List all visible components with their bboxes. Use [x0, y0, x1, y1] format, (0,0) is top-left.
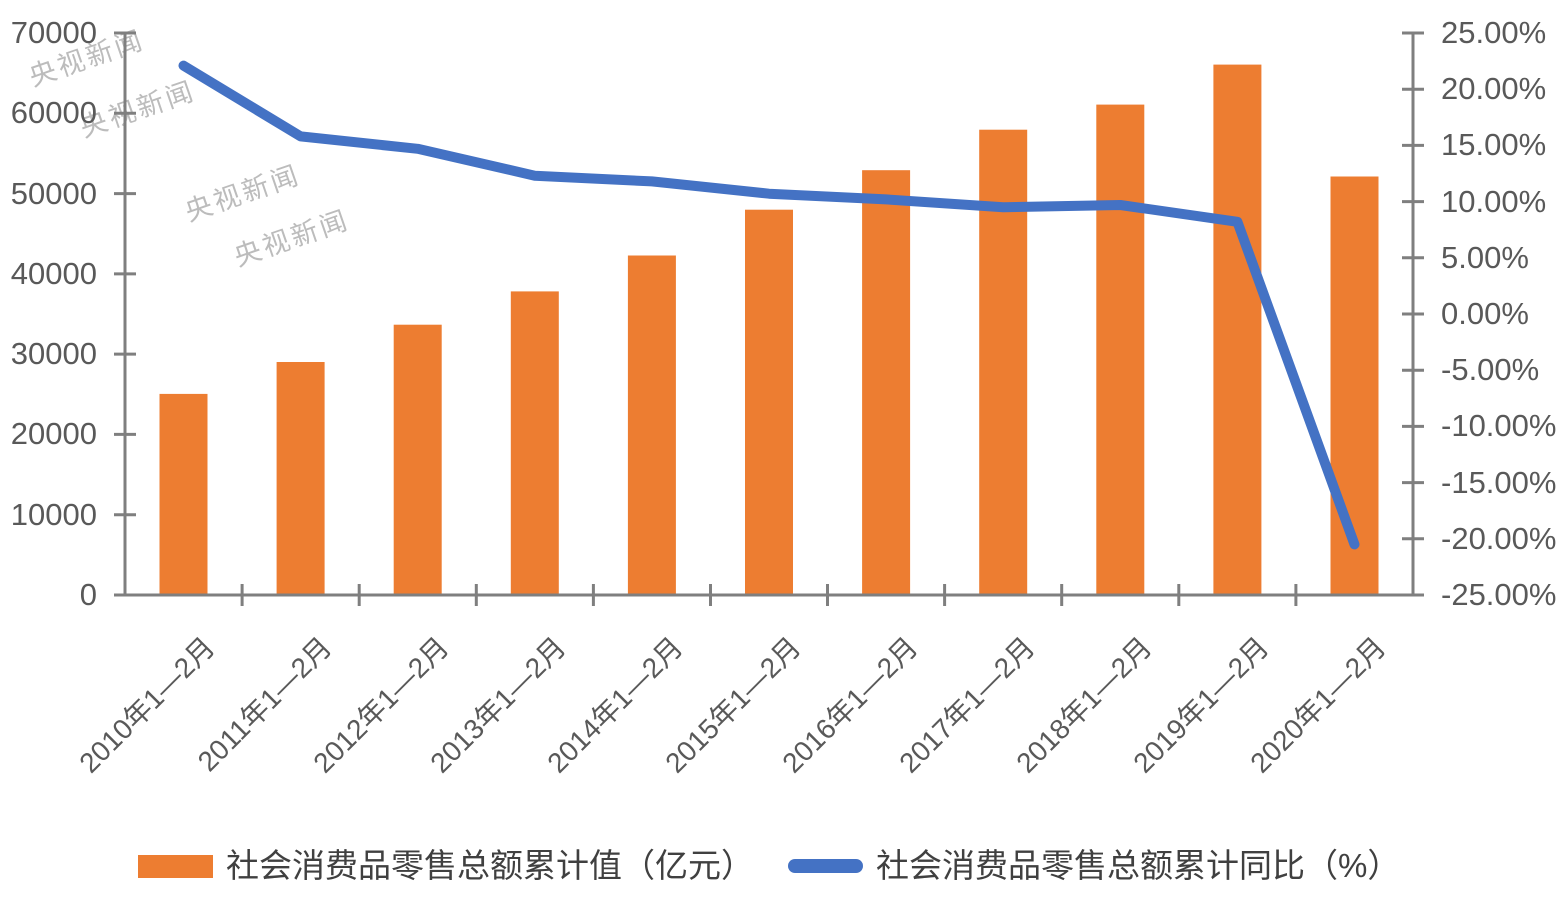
bar-2018年1—2月 — [1096, 104, 1145, 595]
line-series — [178, 60, 1360, 550]
left-axis-tick-label: 40000 — [10, 255, 97, 291]
bar-2010年1—2月 — [159, 393, 208, 595]
right-axis-tick-label: 15.00% — [1441, 127, 1547, 163]
left-axis-tick-label: 50000 — [10, 175, 97, 211]
legend-item-bar: 社会消费品零售总额累计值（亿元） — [138, 846, 754, 886]
bar-series-label: 社会消费品零售总额累计值（亿元） — [226, 847, 754, 884]
right-axis-tick-label: 20.00% — [1441, 71, 1547, 107]
line-series-label: 社会消费品零售总额累计同比（%） — [876, 847, 1401, 884]
legend-item-line: 社会消费品零售总额累计同比（%） — [788, 846, 1400, 886]
right-axis-tick-label: 0.00% — [1441, 296, 1529, 331]
right-axis-tick-label: -10.00% — [1441, 408, 1557, 444]
bar-2011年1—2月 — [276, 362, 325, 595]
bar-2016年1—2月 — [862, 170, 911, 595]
line-series-swatch — [788, 859, 863, 873]
left-axis-tick-label: 60000 — [10, 95, 97, 131]
bar-2012年1—2月 — [393, 324, 442, 595]
plot-area — [114, 31, 1424, 606]
right-axis-tick-label: 5.00% — [1441, 239, 1529, 275]
bar-series — [159, 64, 1379, 596]
bar-2020年1—2月 — [1330, 176, 1379, 595]
bar-2017年1—2月 — [979, 129, 1028, 595]
left-axis-tick-label: 10000 — [10, 496, 97, 532]
right-axis-tick-label: -5.00% — [1441, 352, 1540, 388]
yoy-trend-line — [178, 60, 1360, 550]
right-axis-tick-label: -25.00% — [1441, 577, 1557, 612]
left-axis-tick-label: 20000 — [10, 416, 97, 452]
left-axis-tick-label: 30000 — [10, 336, 97, 372]
bar-2015年1—2月 — [745, 209, 793, 595]
left-axis-tick-label: 0 — [79, 577, 97, 612]
right-axis-tick-label: -15.00% — [1441, 464, 1557, 500]
right-axis-tick-label: 10.00% — [1441, 183, 1547, 219]
bar-2014年1—2月 — [627, 255, 676, 595]
axes — [114, 31, 1424, 606]
right-axis-tick-label: 25.00% — [1441, 15, 1547, 50]
right-axis-tick-label: -20.00% — [1441, 520, 1557, 556]
bar-series-swatch — [138, 854, 213, 878]
bar-2019年1—2月 — [1213, 64, 1262, 596]
bar-2013年1—2月 — [510, 291, 559, 595]
left-axis-tick-label: 70000 — [10, 15, 97, 50]
